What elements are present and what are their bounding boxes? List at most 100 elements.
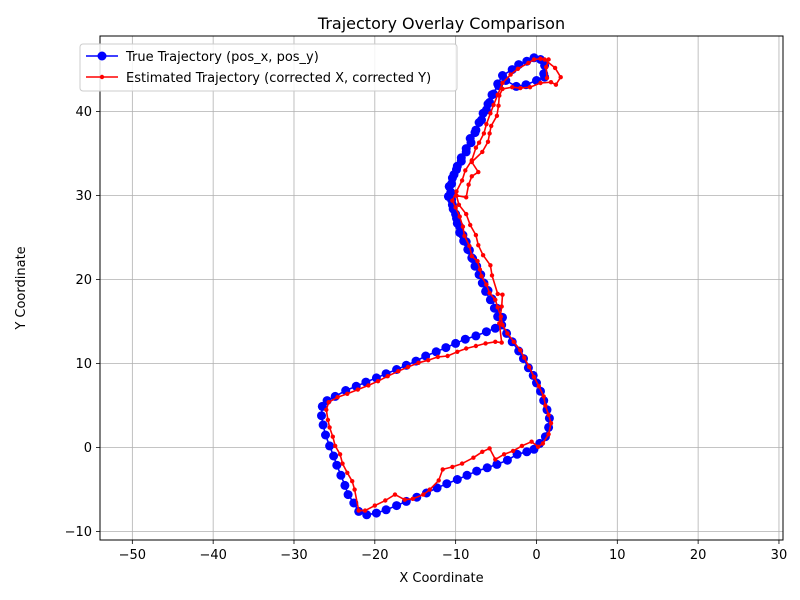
data-point bbox=[466, 182, 471, 187]
data-point bbox=[476, 140, 482, 145]
data-point bbox=[499, 340, 504, 345]
data-point bbox=[476, 243, 481, 248]
data-point bbox=[450, 198, 455, 203]
data-point bbox=[421, 492, 426, 497]
data-point bbox=[318, 420, 328, 430]
legend-marker-estimated bbox=[99, 74, 105, 80]
data-point bbox=[410, 496, 415, 501]
data-point bbox=[483, 341, 488, 346]
data-point bbox=[450, 464, 455, 470]
data-point bbox=[442, 479, 452, 489]
data-point bbox=[495, 305, 500, 310]
legend-label-true: True Trajectory (pos_x, pos_y) bbox=[125, 50, 319, 65]
data-point bbox=[345, 391, 350, 396]
data-point bbox=[431, 347, 441, 357]
data-point bbox=[405, 364, 411, 370]
data-point bbox=[355, 387, 360, 392]
x-tick-label: −40 bbox=[199, 548, 226, 563]
data-point bbox=[497, 321, 502, 326]
data-point bbox=[488, 111, 493, 116]
y-tick-label: 40 bbox=[75, 105, 92, 120]
data-point bbox=[343, 490, 353, 500]
data-point bbox=[541, 394, 546, 399]
data-point bbox=[451, 338, 461, 348]
series-line bbox=[325, 57, 562, 512]
data-point bbox=[500, 292, 505, 297]
x-tick-label: 0 bbox=[532, 548, 540, 563]
series-estimated-trajectory bbox=[324, 56, 563, 513]
data-point bbox=[538, 56, 543, 61]
data-point bbox=[385, 374, 390, 379]
data-point bbox=[366, 383, 371, 388]
data-point bbox=[487, 90, 497, 100]
data-point bbox=[480, 449, 485, 454]
data-point bbox=[317, 411, 326, 421]
series-line bbox=[320, 56, 551, 516]
data-point bbox=[497, 93, 502, 98]
data-point bbox=[501, 452, 507, 457]
data-point bbox=[518, 348, 523, 353]
data-point bbox=[518, 85, 523, 91]
x-tick-label: −20 bbox=[361, 548, 388, 563]
data-point bbox=[460, 224, 466, 229]
y-tick-label: 20 bbox=[75, 273, 92, 288]
data-point bbox=[460, 334, 470, 344]
x-tick-label: −30 bbox=[280, 548, 307, 563]
data-point bbox=[479, 274, 484, 279]
data-point bbox=[381, 505, 391, 515]
data-point bbox=[454, 193, 459, 198]
y-axis-label: Y Coordinate bbox=[14, 246, 29, 330]
data-point bbox=[522, 447, 532, 457]
data-point bbox=[471, 331, 481, 341]
data-point bbox=[416, 360, 421, 365]
data-point bbox=[463, 168, 468, 173]
data-point bbox=[375, 379, 381, 384]
data-point bbox=[426, 358, 431, 363]
data-point bbox=[487, 446, 492, 451]
data-point bbox=[325, 441, 335, 451]
data-point bbox=[452, 218, 462, 228]
data-point bbox=[535, 444, 541, 449]
data-point bbox=[505, 331, 510, 336]
series-layer bbox=[317, 53, 563, 520]
data-point bbox=[480, 253, 486, 258]
data-point bbox=[467, 243, 472, 249]
data-point bbox=[548, 421, 554, 426]
legend-label-estimated: Estimated Trajectory (corrected X, corre… bbox=[126, 71, 431, 86]
data-point bbox=[350, 479, 355, 484]
x-tick-label: 10 bbox=[609, 548, 626, 563]
data-point bbox=[508, 72, 513, 77]
data-point bbox=[488, 263, 493, 268]
data-point bbox=[540, 441, 546, 446]
data-point bbox=[489, 123, 494, 129]
data-point bbox=[485, 139, 491, 144]
data-point bbox=[453, 205, 458, 210]
data-point bbox=[362, 508, 368, 513]
data-point bbox=[483, 99, 493, 109]
data-point bbox=[477, 267, 483, 272]
data-point bbox=[468, 222, 473, 228]
data-point bbox=[464, 195, 469, 200]
legend-box bbox=[79, 43, 458, 92]
data-point bbox=[466, 138, 476, 148]
data-point bbox=[333, 443, 338, 449]
data-point bbox=[500, 86, 505, 92]
data-point bbox=[491, 102, 496, 108]
data-point bbox=[441, 343, 451, 353]
data-point bbox=[499, 304, 504, 309]
data-point bbox=[546, 412, 551, 417]
data-point bbox=[510, 448, 516, 454]
data-point bbox=[476, 169, 481, 175]
data-point bbox=[456, 156, 466, 166]
data-point bbox=[352, 487, 357, 492]
data-point bbox=[502, 455, 512, 465]
data-point bbox=[432, 483, 442, 493]
data-point bbox=[473, 232, 479, 238]
data-point bbox=[327, 425, 332, 430]
data-point bbox=[436, 478, 441, 483]
legend: True Trajectory (pos_x, pos_y) Estimated… bbox=[79, 43, 458, 92]
data-point bbox=[492, 459, 502, 469]
data-point bbox=[522, 355, 527, 360]
data-point bbox=[324, 407, 329, 412]
